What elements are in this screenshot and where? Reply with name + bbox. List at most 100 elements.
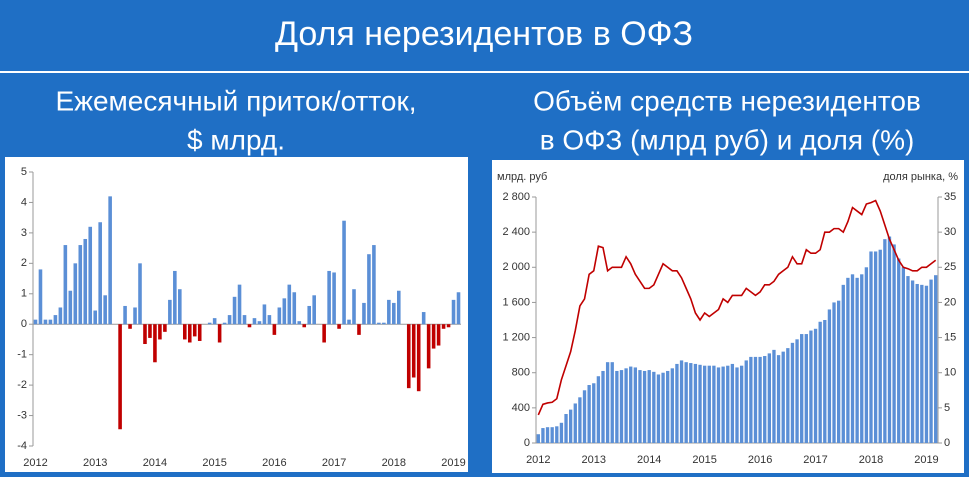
bar (592, 383, 596, 443)
y-tick-label: 30 (944, 226, 956, 238)
bar (823, 320, 827, 443)
y-tick-label: -1 (17, 349, 27, 361)
bar (647, 370, 651, 443)
bar (372, 245, 376, 325)
bar (337, 324, 341, 329)
bar (257, 321, 262, 325)
y-tick-label: 400 (512, 402, 530, 414)
bar (88, 226, 93, 325)
y-tick-label: -4 (17, 440, 27, 452)
bar (212, 318, 217, 325)
panel-title: в ОФЗ (млрд руб) и доля (%) (540, 124, 915, 155)
panel-title: Объём средств нерезидентов (533, 85, 921, 116)
y-tick-label: 10 (944, 367, 956, 379)
bar (689, 363, 693, 443)
chart-panel (5, 157, 468, 472)
bar (267, 315, 272, 325)
x-tick-label: 2012 (23, 457, 47, 469)
bar (247, 324, 252, 328)
bar (33, 319, 38, 325)
bar (178, 289, 182, 325)
bar (721, 366, 725, 443)
bar (809, 330, 813, 443)
bar (800, 334, 804, 443)
bar (559, 422, 564, 443)
x-tick-label: 2018 (382, 457, 406, 469)
bar (73, 263, 78, 325)
bar (605, 362, 610, 443)
bar (878, 249, 882, 443)
bar (108, 196, 112, 325)
bar (173, 270, 177, 325)
x-tick-label: 2012 (526, 454, 550, 466)
bar (744, 360, 748, 443)
panel-title: Ежемесячный приток/отток, (56, 85, 417, 116)
y-tick-label: 800 (512, 367, 530, 379)
bar (307, 305, 312, 325)
bar (163, 324, 167, 332)
bar (357, 324, 361, 335)
bar (347, 319, 351, 325)
bar (252, 318, 257, 325)
bar (38, 269, 43, 325)
bar (232, 296, 237, 325)
bar (897, 258, 901, 443)
bar (929, 279, 933, 443)
bar (813, 328, 818, 443)
bar (642, 370, 647, 443)
bar (377, 322, 381, 325)
bar (629, 366, 633, 443)
bar (312, 295, 316, 325)
bar (855, 277, 859, 443)
bar (679, 360, 684, 443)
bar (58, 307, 63, 325)
bar (684, 362, 688, 443)
bar (332, 272, 336, 325)
bar (587, 385, 591, 443)
bar (227, 315, 232, 325)
x-tick-label: 2013 (582, 454, 606, 466)
y-tick-label: 2 400 (502, 226, 530, 238)
y-tick-label: 4 (21, 196, 27, 208)
bar (869, 251, 873, 443)
bar (342, 220, 346, 325)
bar (382, 322, 386, 325)
bar (864, 267, 869, 443)
x-tick-label: 2018 (859, 454, 883, 466)
line (537, 199, 937, 416)
bar (297, 321, 302, 325)
bar (860, 274, 864, 443)
bar (416, 324, 421, 392)
bar (153, 324, 157, 363)
bar (222, 322, 227, 325)
bar (661, 372, 665, 443)
bar (550, 427, 554, 443)
panel-title: $ млрд. (187, 124, 285, 155)
bar (197, 324, 202, 341)
bar (638, 370, 642, 443)
bar (767, 353, 772, 443)
bar (302, 324, 307, 328)
bar (143, 324, 147, 345)
x-tick-label: 2019 (914, 454, 938, 466)
bar (702, 365, 707, 443)
bar (924, 285, 929, 443)
bar (327, 270, 331, 325)
bar (910, 280, 915, 443)
x-tick-label: 2014 (637, 454, 661, 466)
bar (536, 434, 540, 443)
y-tick-label: -2 (17, 379, 27, 391)
bar (795, 339, 799, 443)
y-tick-label: 3 (21, 227, 27, 239)
bar (601, 370, 605, 443)
bar (133, 307, 137, 325)
bar (619, 370, 624, 443)
y-tick-label: 2 800 (502, 191, 530, 203)
bar (217, 324, 222, 343)
bar (901, 267, 906, 443)
bar (272, 324, 277, 335)
y-tick-label: 5 (21, 166, 27, 178)
bar (168, 299, 172, 325)
bar (892, 244, 896, 443)
